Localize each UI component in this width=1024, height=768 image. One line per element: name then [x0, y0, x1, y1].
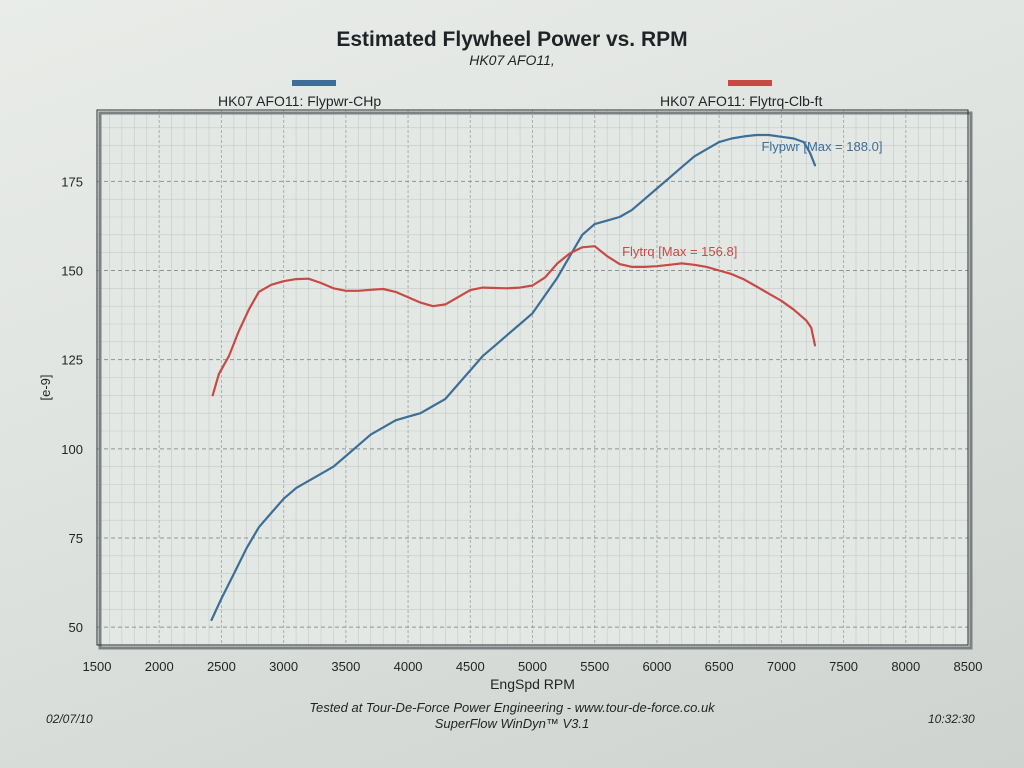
- plot-frame: [96, 109, 969, 646]
- series-line-2: [211, 245, 817, 397]
- legend-swatch-2: [728, 80, 772, 86]
- legend-swatch-1: [292, 80, 336, 86]
- y-axis-label: [e-9]: [38, 374, 53, 400]
- x-tick-label: 7500: [829, 659, 858, 674]
- x-tick-label: 8500: [954, 659, 983, 674]
- x-tick-label: 6000: [642, 659, 671, 674]
- footer-time: 10:32:30: [928, 712, 975, 726]
- footer-test-location: Tested at Tour-De-Force Power Engineerin…: [309, 700, 715, 715]
- x-tick-label: 5000: [518, 659, 547, 674]
- x-tick-label: 2000: [145, 659, 174, 674]
- x-tick-label: 2500: [207, 659, 236, 674]
- legend-label-1: HK07 AFO11: Flypwr-CHp: [218, 93, 381, 109]
- y-tick-label: 125: [61, 353, 83, 368]
- x-tick-label: 7000: [767, 659, 796, 674]
- x-tick-label: 3000: [269, 659, 298, 674]
- chart-title: Estimated Flywheel Power vs. RPM: [336, 28, 688, 51]
- x-tick-label: 3500: [331, 659, 360, 674]
- y-tick-label: 100: [61, 442, 83, 457]
- series-line-1: [210, 133, 817, 622]
- y-tick-label: 175: [61, 174, 83, 189]
- x-tick-label: 8000: [891, 659, 920, 674]
- y-tick-label: 150: [61, 264, 83, 279]
- y-tick-label: 75: [69, 531, 83, 546]
- footer-date: 02/07/10: [46, 712, 93, 726]
- legend-label-2: HK07 AFO11: Flytrq-Clb-ft: [660, 93, 822, 109]
- x-tick-label: 6500: [705, 659, 734, 674]
- x-tick-label: 4000: [394, 659, 423, 674]
- plot-shadow: [98, 111, 973, 650]
- x-tick-label: 1500: [83, 659, 112, 674]
- x-tick-label: 4500: [456, 659, 485, 674]
- footer-software: SuperFlow WinDyn™ V3.1: [434, 716, 590, 731]
- x-axis-label: EngSpd RPM: [490, 676, 575, 692]
- x-tick-label: 5500: [580, 659, 609, 674]
- power-max-annotation: Flypwr [Max = 188.0]: [761, 139, 882, 154]
- chart-subtitle: HK07 AFO11,: [469, 52, 555, 68]
- y-tick-label: 50: [69, 620, 83, 635]
- torque-max-annotation: Flytrq [Max = 156.8]: [622, 244, 737, 259]
